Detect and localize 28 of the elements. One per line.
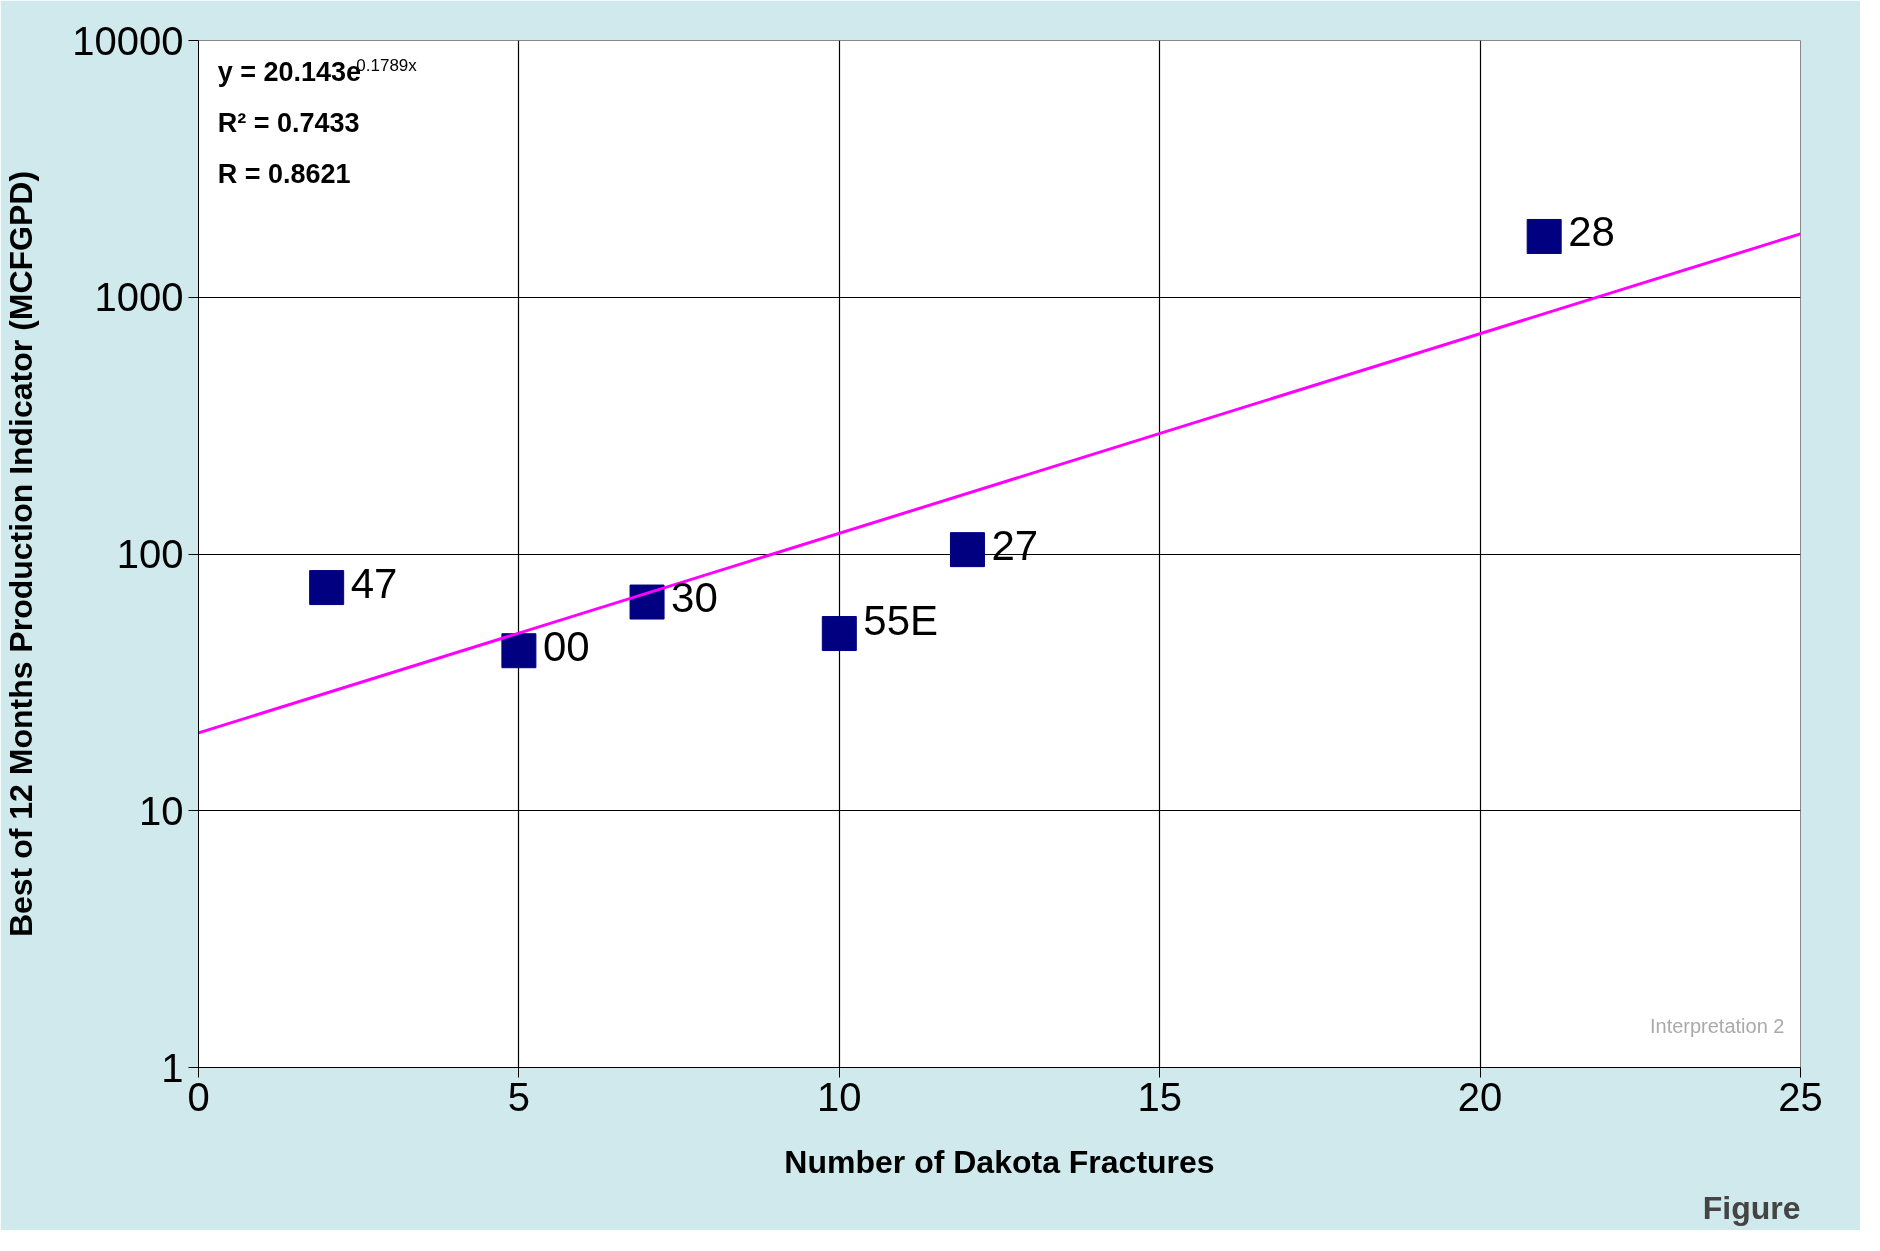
x-axis-title: Number of Dakota Fractures [784, 1143, 1215, 1180]
point [949, 532, 985, 568]
y-tick-label: 100 [116, 532, 184, 576]
x-tick-label: 25 [1778, 1074, 1823, 1119]
y-tick-label: 10000 [72, 18, 184, 63]
y-axis-title: Best of 12 Months Production Indicator (MCFGPD) [3, 170, 40, 938]
text: Figure [1702, 1189, 1801, 1226]
point [821, 616, 857, 652]
annotation: 30 [671, 574, 718, 622]
x-tick-label: 15 [1137, 1074, 1182, 1119]
annotation: Interpretation 2 [1649, 1014, 1785, 1037]
point [1526, 218, 1562, 254]
y-tick-label: 10 [139, 788, 184, 833]
x-tick-label: 5 [507, 1074, 531, 1119]
annotation: 47 [350, 559, 398, 607]
x-tick-label: 20 [1457, 1074, 1503, 1119]
point [309, 570, 345, 606]
y-tick-label: 1000 [94, 275, 184, 320]
x-tick-label: 0 [187, 1074, 210, 1119]
point [501, 633, 537, 669]
point [629, 584, 665, 620]
annotation: R = 0.8621 [217, 159, 351, 190]
y-tick-label: 1 [161, 1045, 184, 1090]
annotation: 00 [542, 622, 590, 670]
annotation: 28 [1568, 208, 1615, 256]
annotation: 55E [863, 596, 939, 644]
x-tick-label: 10 [817, 1074, 862, 1119]
annotation: R² = 0.7433 [217, 108, 360, 139]
